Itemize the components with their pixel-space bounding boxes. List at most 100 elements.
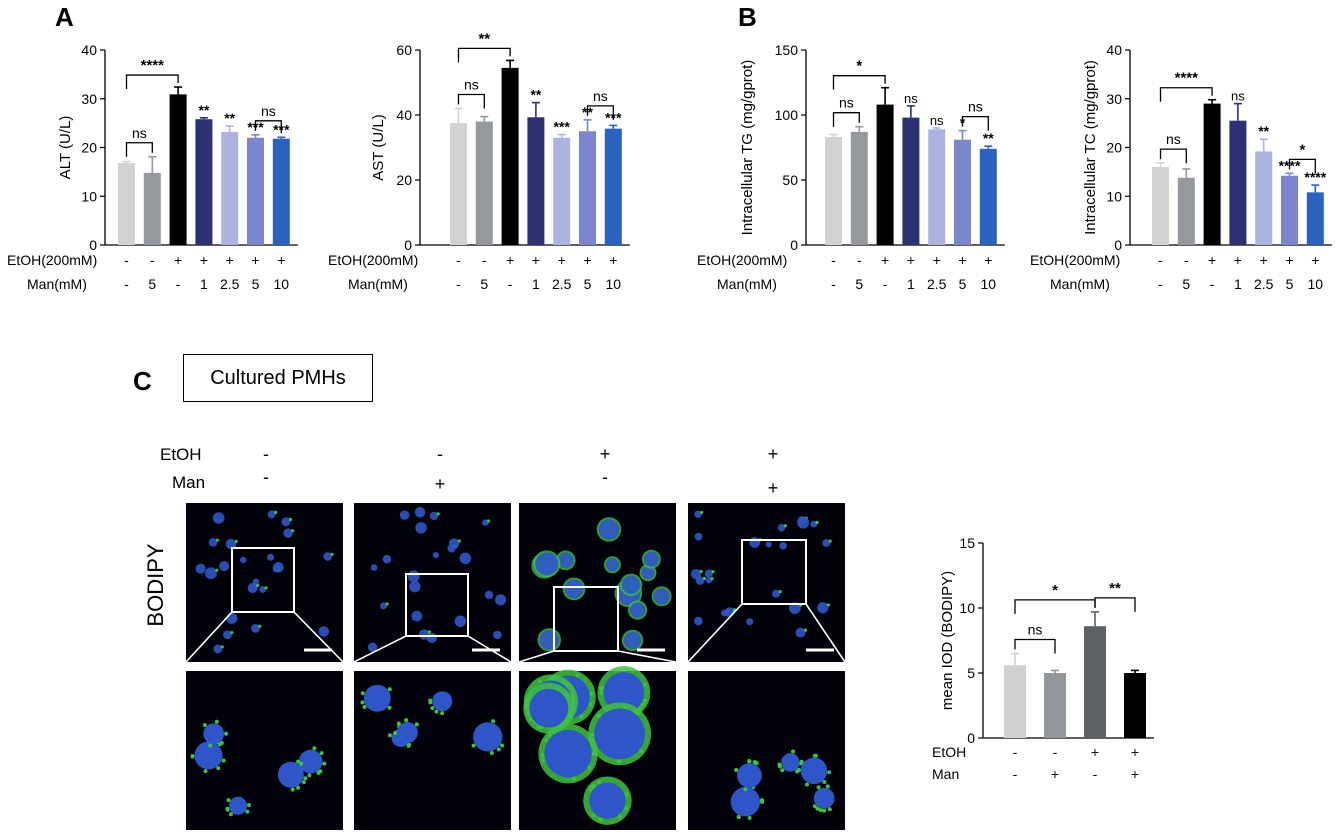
nucleus [653, 588, 670, 605]
lipid-droplet [500, 743, 505, 748]
y-tick-label: 20 [81, 140, 97, 156]
lipid-droplet [541, 758, 546, 763]
significance-bracket [586, 105, 614, 120]
nucleus [704, 569, 713, 578]
nucleus [539, 630, 560, 650]
row-value: + [1051, 766, 1059, 782]
lipid-droplet [588, 702, 593, 707]
nucleus [810, 520, 818, 528]
row-label-man: Man(mM) [348, 276, 408, 292]
row-sign: + [200, 252, 208, 268]
lipid-droplet [190, 754, 195, 759]
lipid-droplet [826, 603, 831, 607]
y-tick-label: 10 [81, 188, 97, 204]
nucleus [641, 566, 655, 580]
bodipy-stain-label: BODIPY [143, 543, 168, 626]
row-sign: - [857, 252, 862, 268]
panel-label-c: C [133, 366, 152, 396]
y-tick-label: 0 [967, 730, 975, 746]
lipid-droplet [486, 519, 491, 523]
row-sign: + [609, 252, 617, 268]
lipid-droplet [815, 806, 820, 811]
nucleus [323, 552, 333, 561]
zoom-box [741, 539, 807, 605]
bar [475, 121, 493, 245]
bracket-label: * [856, 58, 862, 75]
row-sign: + [1285, 252, 1293, 268]
row-value: 2.5 [220, 276, 240, 292]
nucleus [746, 618, 754, 626]
lipid-droplet [226, 798, 231, 803]
lipid-droplet [778, 590, 782, 594]
nucleus [623, 631, 642, 650]
nucleus [251, 624, 260, 633]
nucleus [370, 564, 378, 571]
micrograph-overlay-4 [687, 510, 846, 820]
lipid-droplet [815, 520, 819, 525]
lipid-droplet [228, 812, 233, 817]
lipid-droplet [436, 512, 440, 516]
row-value: 2.5 [552, 276, 572, 292]
y-tick-label: 0 [790, 237, 798, 253]
lipid-droplet [571, 776, 576, 781]
significance-label: **** [1304, 169, 1326, 185]
lipid-droplet [822, 808, 827, 813]
row-label-etoh: EtOH [932, 744, 966, 760]
bar [825, 137, 842, 245]
row-sign: + [1208, 252, 1216, 268]
nucleus [247, 583, 258, 594]
row-sign: - [124, 252, 129, 268]
nucleus [212, 512, 225, 524]
nucleus [589, 782, 626, 819]
row-value: 1 [907, 276, 915, 292]
lipid-droplet [743, 787, 748, 792]
bar [143, 172, 161, 245]
row-value: - [176, 276, 181, 292]
bar [850, 131, 868, 245]
y-tick-label: 0 [404, 237, 412, 253]
nucleus [267, 510, 276, 519]
significance-bracket [832, 112, 860, 127]
bracket-label: ** [1109, 580, 1121, 597]
row-value: - [124, 276, 129, 292]
lipid-droplet [590, 732, 595, 737]
nucleus [418, 629, 430, 640]
row-value: 5 [252, 276, 260, 292]
row-label-etoh: EtOH(200mM) [697, 252, 787, 268]
nucleus [226, 612, 238, 624]
lipid-droplet [362, 704, 367, 709]
row-value: 10 [981, 276, 997, 292]
nucleus [225, 538, 237, 550]
y-tick-label: 50 [782, 172, 798, 188]
bracket-label: * [1299, 141, 1305, 158]
nucleus [367, 642, 378, 652]
lipid-droplet [754, 761, 759, 766]
bar [1203, 103, 1221, 245]
lipid-droplet [642, 682, 647, 687]
lipid-droplet [245, 809, 250, 814]
panel-label-b: B [738, 2, 757, 32]
lipid-droplet [805, 782, 810, 787]
y-tick-label: 100 [775, 107, 799, 123]
nucleus [482, 519, 489, 526]
nucleus [797, 516, 810, 529]
nucleus [694, 532, 703, 541]
zoom-line [617, 650, 677, 663]
bar [579, 131, 596, 245]
row-label-etoh: EtOH(200mM) [1030, 252, 1120, 268]
bar [1177, 177, 1195, 245]
lipid-droplet [215, 538, 219, 542]
nucleus [813, 787, 835, 809]
row-value: 5 [584, 276, 592, 292]
lipid-droplet [393, 731, 398, 736]
row-sign: + [958, 252, 966, 268]
bar [876, 104, 894, 245]
lipid-droplet [290, 787, 295, 792]
y-tick-label: 15 [959, 535, 975, 551]
lipid-droplet [230, 630, 234, 635]
lipid-droplet [818, 808, 823, 813]
etoh-row-label: EtOH [160, 445, 202, 464]
nucleus [779, 542, 787, 550]
lipid-droplet [218, 742, 223, 747]
